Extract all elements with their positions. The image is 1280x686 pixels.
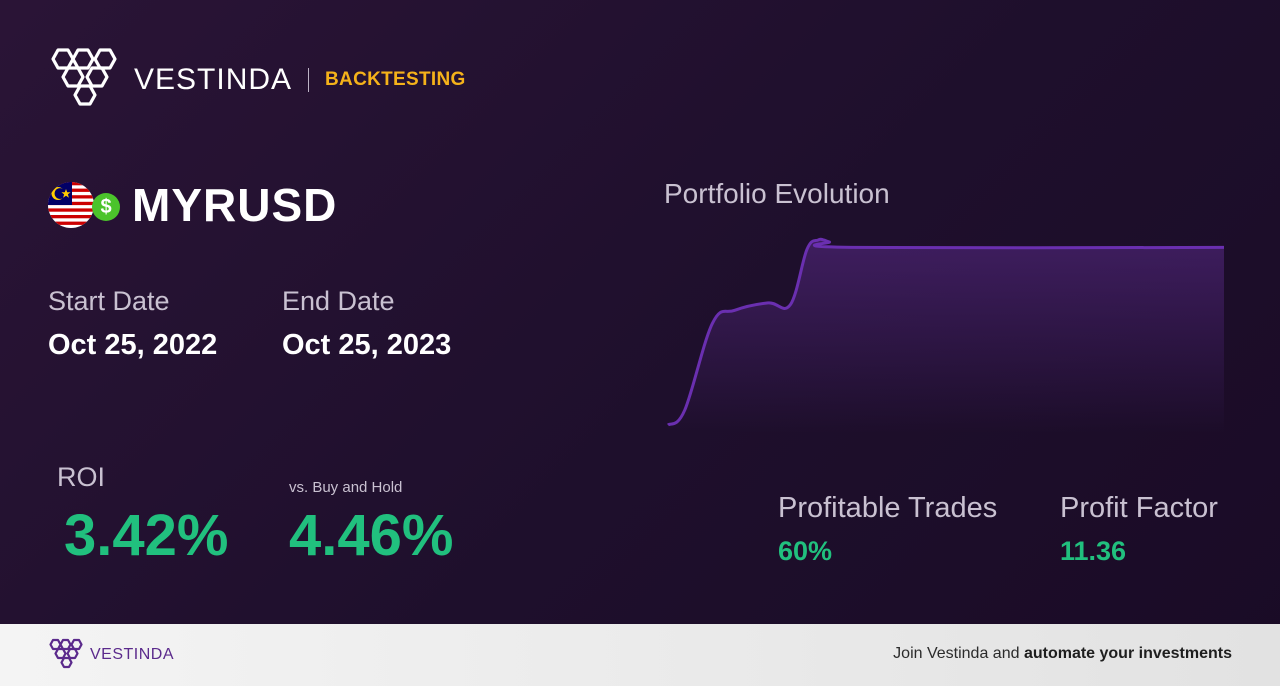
asset-symbol-row: $ MYRUSD (48, 178, 337, 232)
start-date-label: Start Date (48, 286, 170, 316)
profitable-trades-label: Profitable Trades (778, 492, 998, 524)
start-date-block: Start Date Oct 25, 2022 (48, 286, 217, 362)
header: VESTINDA BACKTESTING (48, 46, 466, 114)
profitable-trades-value: 60% (778, 536, 833, 566)
end-date-value: Oct 25, 2023 (282, 329, 452, 361)
dollar-icon: $ (92, 193, 120, 221)
profit-factor-value: 11.36 (1060, 536, 1127, 566)
buy-and-hold-value: 4.46% (289, 503, 454, 568)
buy-and-hold-label: vs. Buy and Hold (289, 479, 403, 496)
end-date-block: End Date Oct 25, 2023 (282, 286, 451, 362)
roi-value: 3.42% (64, 503, 229, 568)
chart-area-fill (668, 239, 1224, 433)
asset-icons: $ (48, 179, 124, 231)
footer: VESTINDA Join Vestinda and automate your… (0, 624, 1280, 686)
vestinda-logo-icon (51, 48, 117, 106)
footer-cta-prefix: Join Vestinda and (893, 645, 1024, 662)
footer-cta[interactable]: Join Vestinda and automate your investme… (893, 645, 1232, 663)
vestinda-logo-icon (49, 638, 83, 669)
footer-cta-bold: automate your investments (1023, 645, 1232, 662)
end-date-label: End Date (282, 286, 395, 316)
malaysia-flag-icon (48, 182, 94, 228)
asset-symbol: MYRUSD (132, 179, 338, 231)
chart-title: Portfolio Evolution (664, 178, 890, 209)
brand-name: VESTINDA (134, 63, 293, 96)
chart-series-line (666, 237, 1225, 427)
roi-label: ROI (57, 462, 106, 492)
portfolio-evolution-chart (666, 237, 1225, 433)
start-date-value: Oct 25, 2022 (48, 329, 218, 361)
header-divider (308, 68, 310, 92)
product-name: BACKTESTING (325, 69, 466, 90)
profit-factor-label: Profit Factor (1060, 492, 1218, 524)
footer-brand: VESTINDA (90, 646, 175, 663)
